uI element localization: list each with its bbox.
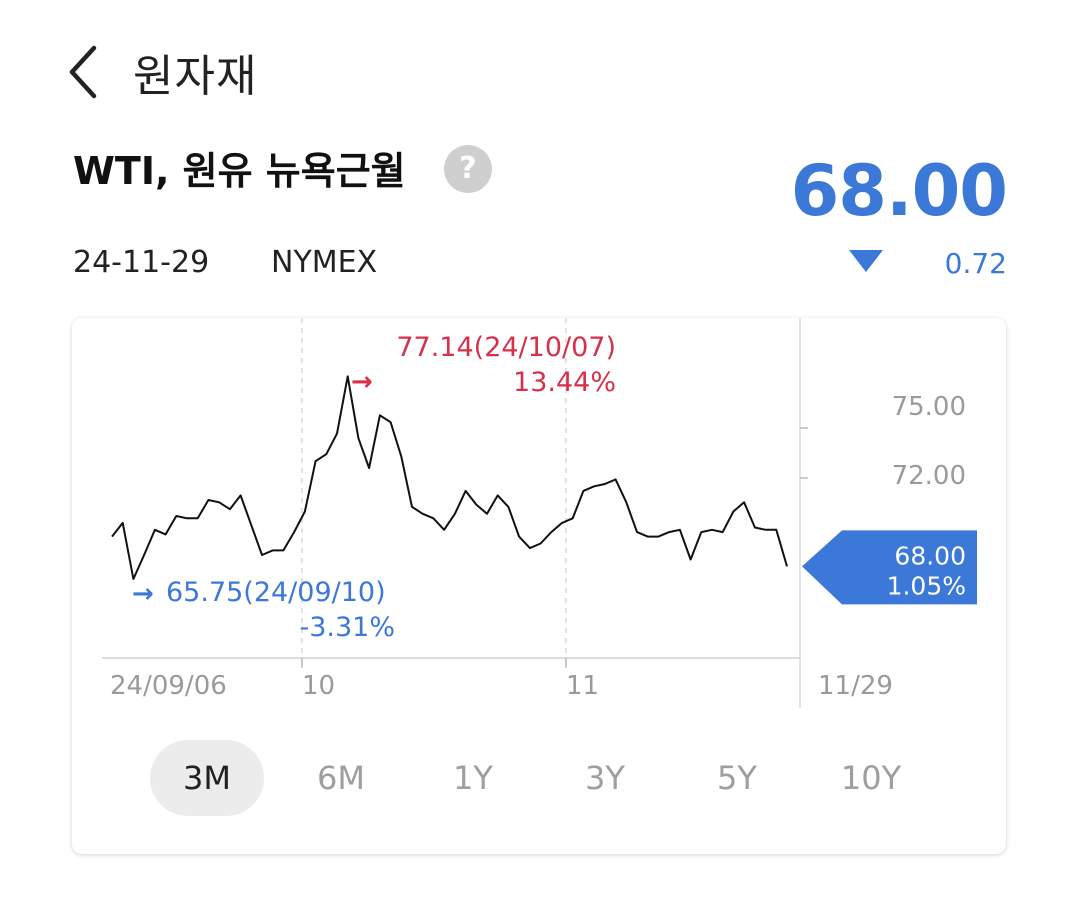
range-button-3m[interactable]: 3M — [150, 740, 264, 816]
last-price-tag — [802, 530, 977, 605]
range-button-5y[interactable]: 5Y — [717, 759, 757, 797]
range-button-10y[interactable]: 10Y — [840, 759, 902, 797]
price-change: 0.72 — [944, 247, 1007, 280]
min-value-label: 65.75(24/09/10) — [166, 577, 386, 608]
price-series-line — [111, 375, 788, 580]
exchange-name: NYMEX — [271, 245, 378, 280]
range-button-6m[interactable]: 6M — [317, 759, 365, 797]
range-button-1y[interactable]: 1Y — [453, 759, 493, 797]
x-tick-label: 24/09/06 — [110, 671, 227, 701]
asset-name: WTI, 원유 뉴욕근월 — [73, 149, 406, 193]
min-arrow-icon: → — [132, 579, 154, 609]
chevron-left-icon — [69, 45, 97, 99]
down-triangle-icon — [849, 250, 883, 272]
min-pct-label: -3.31% — [299, 612, 395, 643]
range-button-3y[interactable]: 3Y — [585, 759, 625, 797]
y-tick-label: 72.00 — [892, 461, 966, 491]
range-selector: 3M 6M 1Y 3Y 5Y 10Y — [150, 740, 950, 816]
page-title: 원자재 — [133, 51, 258, 102]
help-icon[interactable]: ? — [444, 145, 492, 193]
current-price: 68.00 — [790, 150, 1008, 232]
quote-date: 24-11-29 — [73, 245, 210, 280]
y-tick-label: 75.00 — [892, 392, 966, 422]
x-tick-label: 10 — [302, 671, 335, 701]
x-tick-label: 11 — [566, 671, 599, 701]
max-arrow-icon: → — [351, 367, 373, 397]
max-value-label: 77.14(24/10/07) — [396, 332, 616, 363]
back-chevron-icon[interactable] — [60, 42, 110, 102]
max-pct-label: 13.44% — [513, 367, 616, 398]
x-tick-label: 11/29 — [818, 671, 893, 701]
last-price-pct: 1.05% — [887, 571, 966, 600]
last-price-value: 68.00 — [894, 541, 966, 570]
